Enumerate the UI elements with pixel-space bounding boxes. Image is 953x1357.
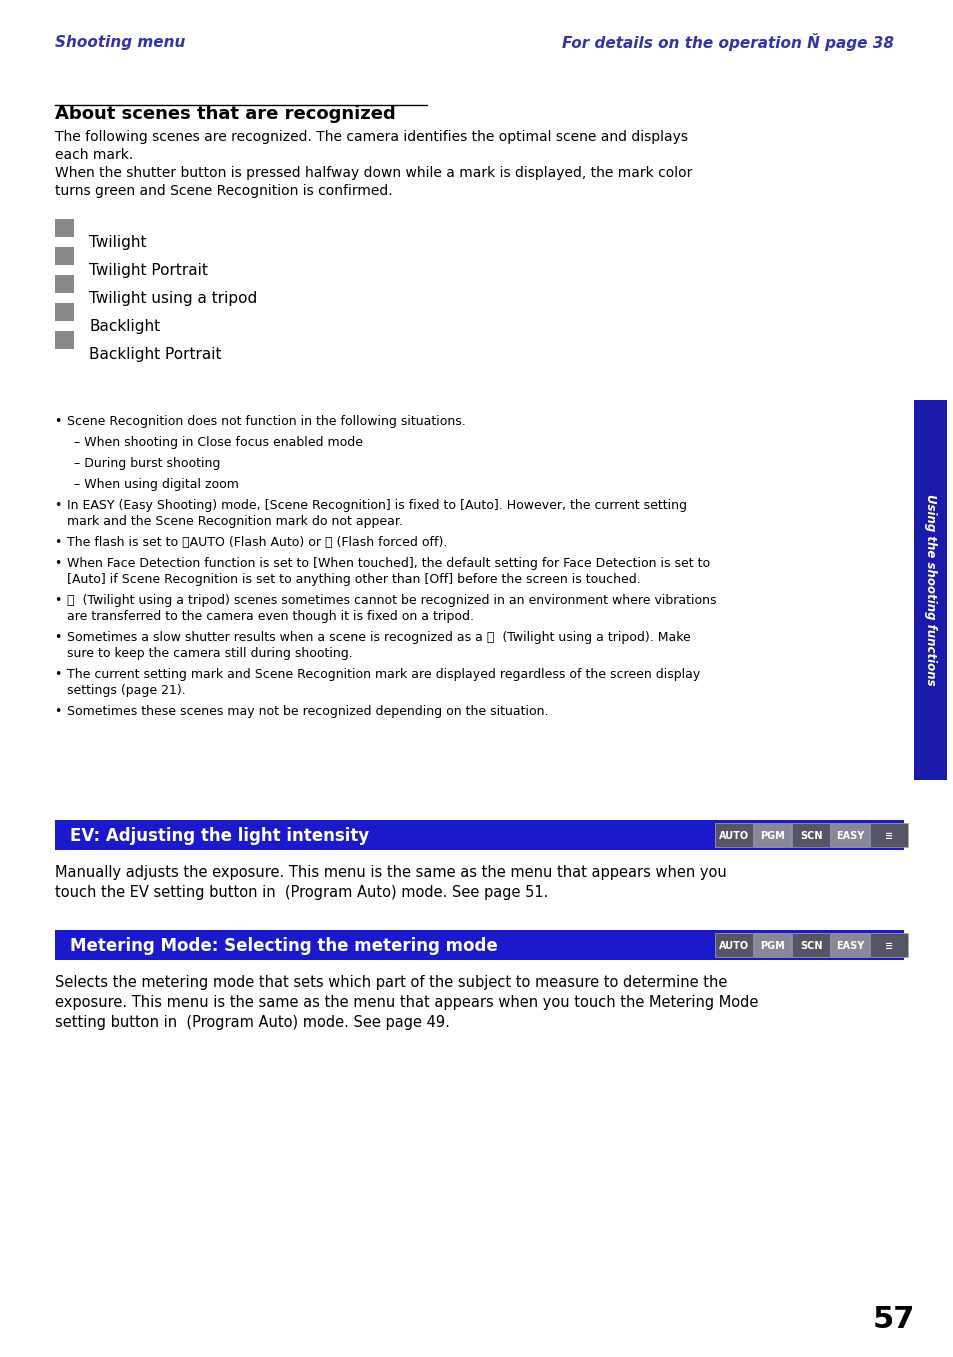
FancyBboxPatch shape <box>54 303 74 322</box>
Text: SCN: SCN <box>800 830 821 841</box>
Text: [Auto] if Scene Recognition is set to anything other than [Off] before the scree: [Auto] if Scene Recognition is set to an… <box>54 573 639 586</box>
Text: 57: 57 <box>872 1305 914 1334</box>
Text: The following scenes are recognized. The camera identifies the optimal scene and: The following scenes are recognized. The… <box>54 130 687 144</box>
Text: •: • <box>54 499 62 512</box>
Text: The flash is set to ⒿAUTO (Flash Auto) or Ⓙ (Flash forced off).: The flash is set to ⒿAUTO (Flash Auto) o… <box>67 536 446 550</box>
Text: settings (page 21).: settings (page 21). <box>54 684 185 697</box>
FancyBboxPatch shape <box>54 247 74 265</box>
Text: – When using digital zoom: – When using digital zoom <box>74 478 239 491</box>
Text: •: • <box>54 594 62 607</box>
Text: – During burst shooting: – During burst shooting <box>74 457 221 470</box>
Text: are transferred to the camera even though it is fixed on a tripod.: are transferred to the camera even thoug… <box>54 611 473 623</box>
FancyBboxPatch shape <box>792 822 829 847</box>
FancyBboxPatch shape <box>869 934 906 957</box>
Text: Sometimes a slow shutter results when a scene is recognized as a Ⓙ  (Twilight us: Sometimes a slow shutter results when a … <box>67 631 690 645</box>
Text: turns green and Scene Recognition is confirmed.: turns green and Scene Recognition is con… <box>54 185 392 198</box>
FancyBboxPatch shape <box>54 930 902 959</box>
FancyBboxPatch shape <box>54 218 74 237</box>
Text: •: • <box>54 536 62 550</box>
Text: AUTO: AUTO <box>718 940 748 951</box>
FancyBboxPatch shape <box>54 331 74 349</box>
Text: Sometimes these scenes may not be recognized depending on the situation.: Sometimes these scenes may not be recogn… <box>67 706 547 718</box>
Text: •: • <box>54 668 62 681</box>
Text: ≡: ≡ <box>883 940 892 951</box>
Text: Using the shooting functions: Using the shooting functions <box>923 494 936 685</box>
Text: mark and the Scene Recognition mark do not appear.: mark and the Scene Recognition mark do n… <box>54 516 402 528</box>
Text: Metering Mode: Selecting the metering mode: Metering Mode: Selecting the metering mo… <box>70 936 497 955</box>
Text: PGM: PGM <box>760 940 784 951</box>
FancyBboxPatch shape <box>714 934 752 957</box>
Text: When Face Detection function is set to [When touched], the default setting for F: When Face Detection function is set to [… <box>67 556 709 570</box>
Text: each mark.: each mark. <box>54 148 132 161</box>
Text: Backlight Portrait: Backlight Portrait <box>90 347 222 362</box>
FancyBboxPatch shape <box>753 822 791 847</box>
Text: Twilight Portrait: Twilight Portrait <box>90 263 208 278</box>
Text: Backlight: Backlight <box>90 319 160 334</box>
FancyBboxPatch shape <box>913 400 946 780</box>
Text: Ⓙ  (Twilight using a tripod) scenes sometimes cannot be recognized in an environ: Ⓙ (Twilight using a tripod) scenes somet… <box>67 594 716 607</box>
FancyBboxPatch shape <box>830 934 868 957</box>
Text: AUTO: AUTO <box>718 830 748 841</box>
Text: •: • <box>54 556 62 570</box>
Text: In EASY (Easy Shooting) mode, [Scene Recognition] is fixed to [Auto]. However, t: In EASY (Easy Shooting) mode, [Scene Rec… <box>67 499 686 512</box>
Text: EASY: EASY <box>835 940 863 951</box>
FancyBboxPatch shape <box>54 275 74 293</box>
Text: About scenes that are recognized: About scenes that are recognized <box>54 104 395 123</box>
FancyBboxPatch shape <box>869 822 906 847</box>
Text: EV: Adjusting the light intensity: EV: Adjusting the light intensity <box>70 826 369 845</box>
Text: The current setting mark and Scene Recognition mark are displayed regardless of : The current setting mark and Scene Recog… <box>67 668 700 681</box>
Text: When the shutter button is pressed halfway down while a mark is displayed, the m: When the shutter button is pressed halfw… <box>54 166 691 180</box>
Text: setting button in  (Program Auto) mode. See page 49.: setting button in (Program Auto) mode. S… <box>54 1015 449 1030</box>
Text: For details on the operation Ň page 38: For details on the operation Ň page 38 <box>561 33 893 52</box>
Text: Twilight: Twilight <box>90 235 147 250</box>
Text: touch the EV setting button in  (Program Auto) mode. See page 51.: touch the EV setting button in (Program … <box>54 885 547 900</box>
FancyBboxPatch shape <box>792 934 829 957</box>
FancyBboxPatch shape <box>54 820 902 849</box>
Text: •: • <box>54 415 62 427</box>
Text: EASY: EASY <box>835 830 863 841</box>
Text: PGM: PGM <box>760 830 784 841</box>
Text: •: • <box>54 706 62 718</box>
Text: – When shooting in Close focus enabled mode: – When shooting in Close focus enabled m… <box>74 436 363 449</box>
Text: exposure. This menu is the same as the menu that appears when you touch the Mete: exposure. This menu is the same as the m… <box>54 995 758 1010</box>
Text: Twilight using a tripod: Twilight using a tripod <box>90 290 257 305</box>
Text: SCN: SCN <box>800 940 821 951</box>
Text: Scene Recognition does not function in the following situations.: Scene Recognition does not function in t… <box>67 415 465 427</box>
FancyBboxPatch shape <box>830 822 868 847</box>
FancyBboxPatch shape <box>753 934 791 957</box>
Text: Selects the metering mode that sets which part of the subject to measure to dete: Selects the metering mode that sets whic… <box>54 974 726 991</box>
Text: Manually adjusts the exposure. This menu is the same as the menu that appears wh: Manually adjusts the exposure. This menu… <box>54 864 725 879</box>
Text: Shooting menu: Shooting menu <box>54 34 185 49</box>
Text: ≡: ≡ <box>883 830 892 841</box>
Text: •: • <box>54 631 62 645</box>
Text: sure to keep the camera still during shooting.: sure to keep the camera still during sho… <box>54 647 352 660</box>
FancyBboxPatch shape <box>714 822 752 847</box>
